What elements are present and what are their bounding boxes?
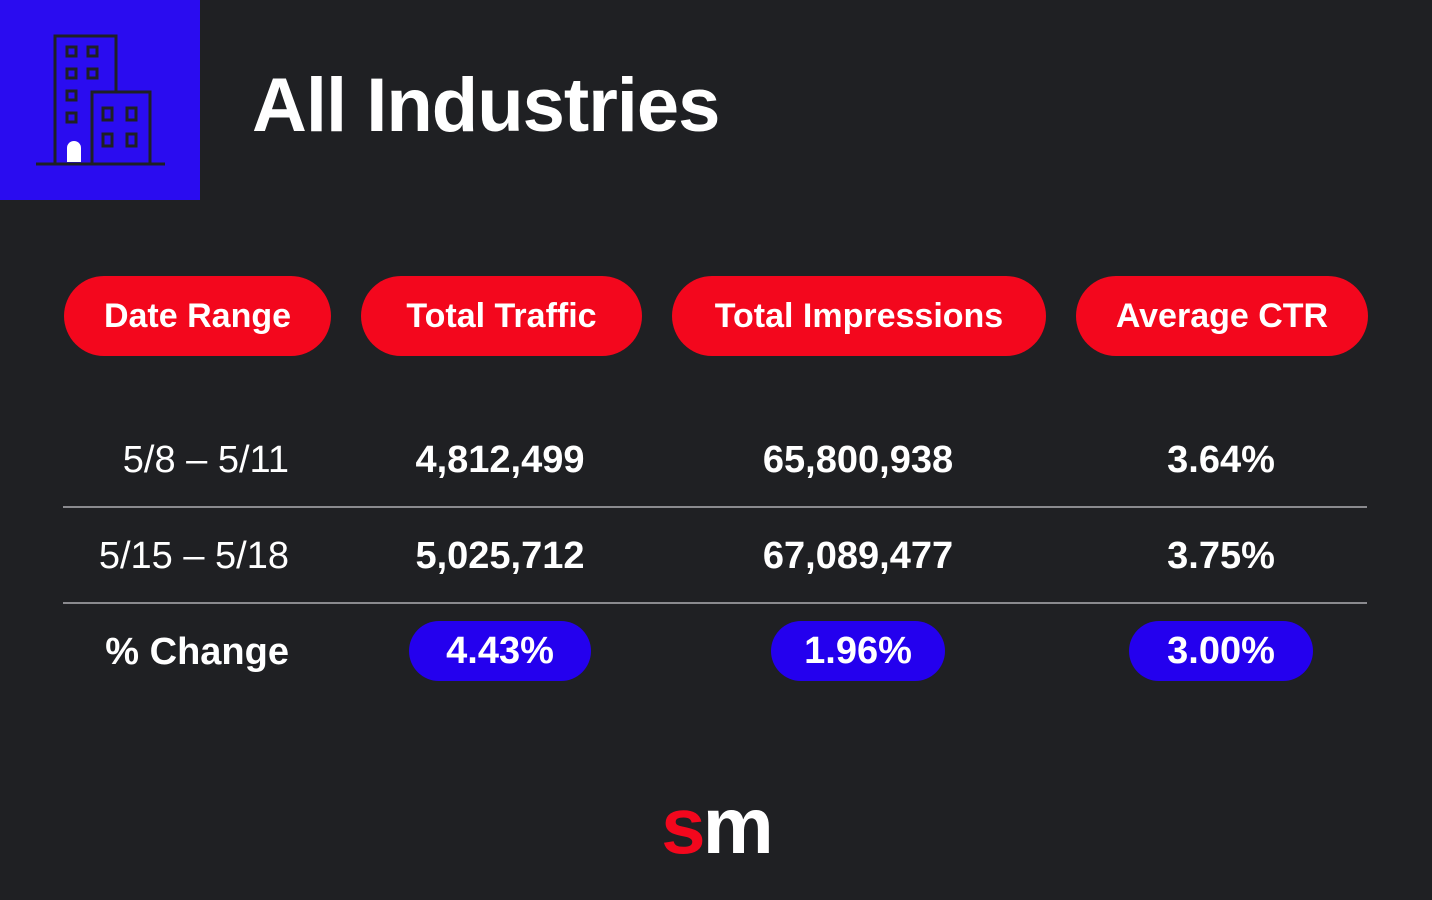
title: All Industries — [252, 63, 720, 148]
cell: 3.75% — [1167, 535, 1275, 577]
cell: 5,025,712 — [415, 535, 585, 577]
header-pill: Total Traffic — [361, 276, 642, 356]
date-cell: 5/15 – 5/18 — [98, 535, 289, 577]
header-pill: Total Impressions — [672, 276, 1046, 356]
building-icon — [36, 34, 165, 166]
separator — [63, 506, 1367, 508]
header-pill: Average CTR — [1076, 276, 1368, 356]
date-cell: 5/8 – 5/11 — [122, 439, 289, 481]
change-pill: 3.00% — [1129, 621, 1313, 681]
change-label: % Change — [105, 631, 289, 673]
cell: 67,089,477 — [762, 535, 954, 577]
cell: 65,800,938 — [762, 439, 954, 481]
cell: 4,812,499 — [415, 439, 585, 481]
separator — [63, 602, 1367, 604]
change-pill: 4.43% — [409, 621, 591, 681]
icon-tile — [0, 0, 200, 200]
cell: 3.64% — [1167, 439, 1275, 481]
logo: sm — [0, 780, 1432, 872]
logo-s: s — [661, 781, 705, 870]
header-pill: Date Range — [64, 276, 331, 356]
change-pill: 1.96% — [771, 621, 945, 681]
logo-m: m — [702, 781, 774, 870]
